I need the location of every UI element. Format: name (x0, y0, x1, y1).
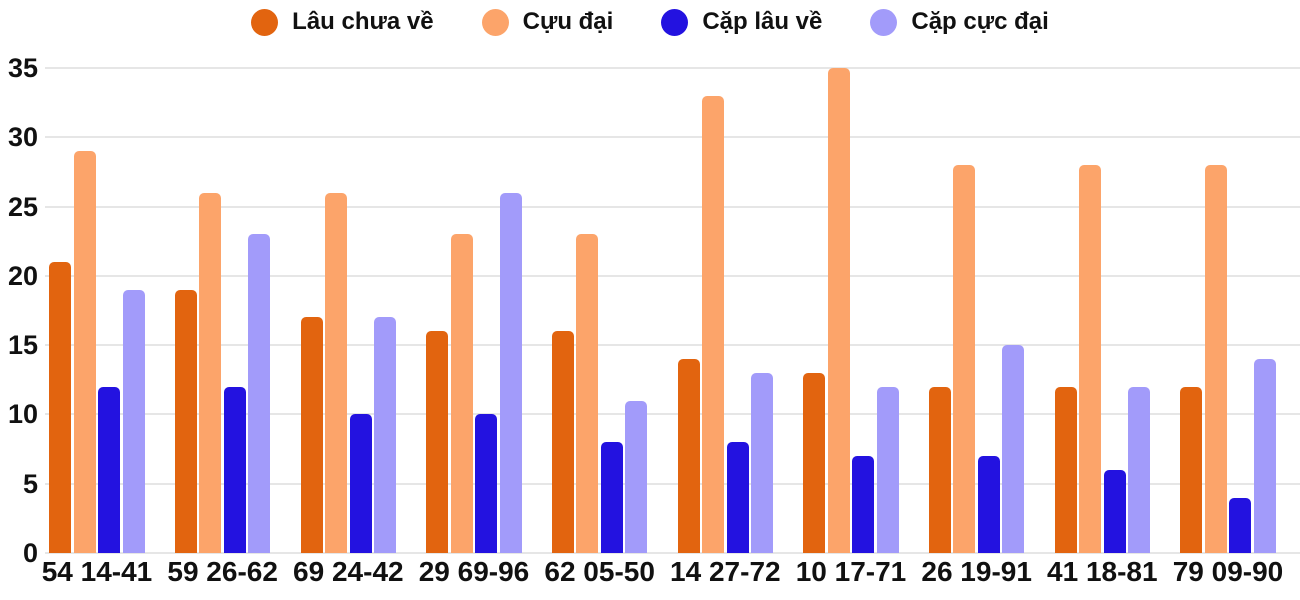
bar-cap-lau-ve (475, 414, 498, 553)
gridline (45, 482, 1300, 485)
x-axis-tick-label: 14 27-72 (670, 556, 781, 587)
legend-swatch-circle-icon (251, 8, 279, 36)
bar-cap-lau-ve (1103, 469, 1126, 553)
bar-cap-lau-ve (726, 442, 749, 553)
x-axis-tick-label: 10 17-71 (795, 556, 907, 587)
y-axis-tick-label: 30 (7, 122, 38, 153)
legend-item[interactable]: Cặp cực đại (870, 8, 1049, 36)
gridline (45, 413, 1300, 416)
gridline (45, 205, 1300, 208)
bar-cap-lau-ve (223, 386, 246, 553)
bar-cuu-dai (325, 192, 348, 553)
bar-cap-cuc-dai (122, 289, 145, 553)
bar-cap-cuc-dai (1128, 386, 1151, 553)
x-axis-tick-label: 54 14-41 (41, 556, 153, 587)
legend-item[interactable]: Cựu đại (481, 8, 614, 36)
bar-cap-lau-ve (98, 386, 121, 553)
gridline (45, 552, 1300, 554)
bar-lau-chua-ve (174, 289, 197, 553)
bar-cuu-dai (702, 95, 725, 553)
bar-lau-chua-ve (426, 331, 449, 553)
x-axis-tick-label: 41 18-81 (1047, 556, 1158, 587)
bar-lau-chua-ve (928, 386, 951, 553)
bar-lau-chua-ve (1180, 386, 1203, 553)
y-axis-tick-label: 25 (7, 191, 38, 222)
legend-label: Lâu chưa về (292, 8, 434, 35)
bar-cap-cuc-dai (1002, 345, 1025, 553)
bar-cap-cuc-dai (876, 386, 899, 553)
bar-lau-chua-ve (1054, 386, 1077, 553)
y-axis-tick-label: 35 (7, 53, 38, 83)
gridline (45, 136, 1300, 139)
bar-cap-lau-ve (1229, 497, 1252, 553)
bar-cuu-dai (450, 234, 473, 553)
bar-lau-chua-ve (49, 262, 72, 553)
bar-cap-lau-ve (852, 456, 875, 553)
legend-label: Cặp lâu về (702, 8, 823, 35)
bar-cap-lau-ve (600, 442, 623, 553)
bar-cuu-dai (827, 68, 850, 553)
bar-cuu-dai (1079, 165, 1102, 553)
y-axis-tick-label: 10 (7, 399, 38, 430)
bar-cuu-dai (953, 165, 976, 553)
x-axis-tick-label: 59 26-62 (167, 556, 278, 587)
bar-cap-lau-ve (977, 456, 1000, 553)
y-axis-tick-label: 0 (22, 538, 38, 568)
y-axis-tick-label: 5 (22, 468, 38, 499)
x-axis-tick-label: 29 69-96 (418, 556, 530, 587)
x-axis-tick-label: 69 24-42 (293, 556, 404, 587)
bar-cap-cuc-dai (248, 234, 271, 553)
y-axis-tick-label: 20 (7, 260, 38, 291)
legend-item[interactable]: Cặp lâu về (661, 8, 822, 36)
bar-cuu-dai (199, 192, 222, 553)
y-axis-tick-label: 15 (7, 330, 38, 361)
legend: Lâu chưa về Cựu đại Cặp lâu về Cặp cực đại (0, 0, 1300, 44)
bar-lau-chua-ve (551, 331, 574, 553)
legend-swatch-circle-icon (661, 8, 689, 36)
bar-cap-cuc-dai (374, 317, 397, 553)
bar-cap-cuc-dai (625, 400, 648, 553)
bar-cap-cuc-dai (499, 192, 522, 553)
legend-item[interactable]: Lâu chưa về (251, 8, 434, 36)
legend-label: Cựu đại (522, 8, 614, 35)
bar-cuu-dai (73, 151, 96, 553)
x-axis-tick-label: 26 19-91 (921, 556, 1032, 587)
bar-lau-chua-ve (803, 372, 826, 553)
bar-cuu-dai (576, 234, 599, 553)
legend-swatch-circle-icon (481, 8, 509, 36)
bar-cap-cuc-dai (1253, 359, 1276, 553)
x-axis-tick-label: 79 09-90 (1172, 556, 1284, 587)
bar-lau-chua-ve (677, 359, 700, 553)
gridline (45, 344, 1300, 347)
bar-lau-chua-ve (300, 317, 323, 553)
gridline (45, 274, 1300, 277)
x-axis-tick-label: 62 05-50 (544, 556, 655, 587)
bar-cap-lau-ve (349, 414, 372, 553)
gridline (45, 67, 1300, 69)
bar-cap-cuc-dai (751, 372, 774, 553)
legend-label: Cặp cực đại (911, 8, 1049, 35)
bar-cuu-dai (1204, 165, 1227, 553)
legend-swatch-circle-icon (870, 8, 898, 36)
